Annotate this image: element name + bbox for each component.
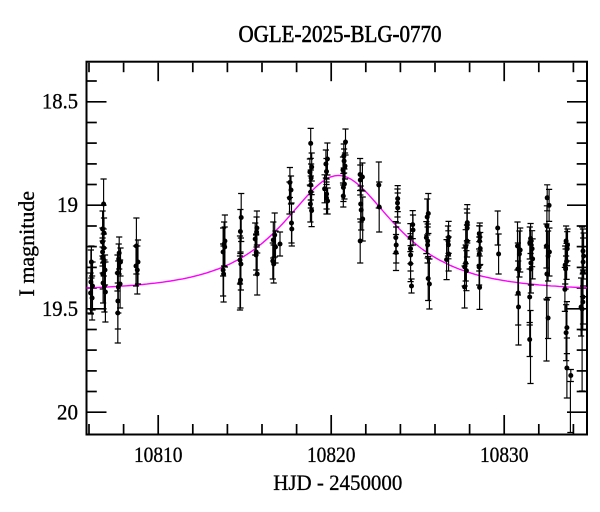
svg-text:18.5: 18.5	[42, 89, 78, 114]
svg-text:10830: 10830	[480, 442, 529, 467]
svg-text:19: 19	[57, 192, 78, 217]
svg-text:OGLE-2025-BLG-0770: OGLE-2025-BLG-0770	[239, 22, 442, 48]
svg-text:20: 20	[57, 399, 78, 424]
svg-text:I magnitude: I magnitude	[14, 191, 39, 297]
svg-text:10810: 10810	[134, 442, 183, 467]
svg-text:HJD - 2450000: HJD - 2450000	[273, 470, 402, 495]
svg-text:10820: 10820	[307, 442, 356, 467]
svg-text:19.5: 19.5	[42, 296, 78, 321]
